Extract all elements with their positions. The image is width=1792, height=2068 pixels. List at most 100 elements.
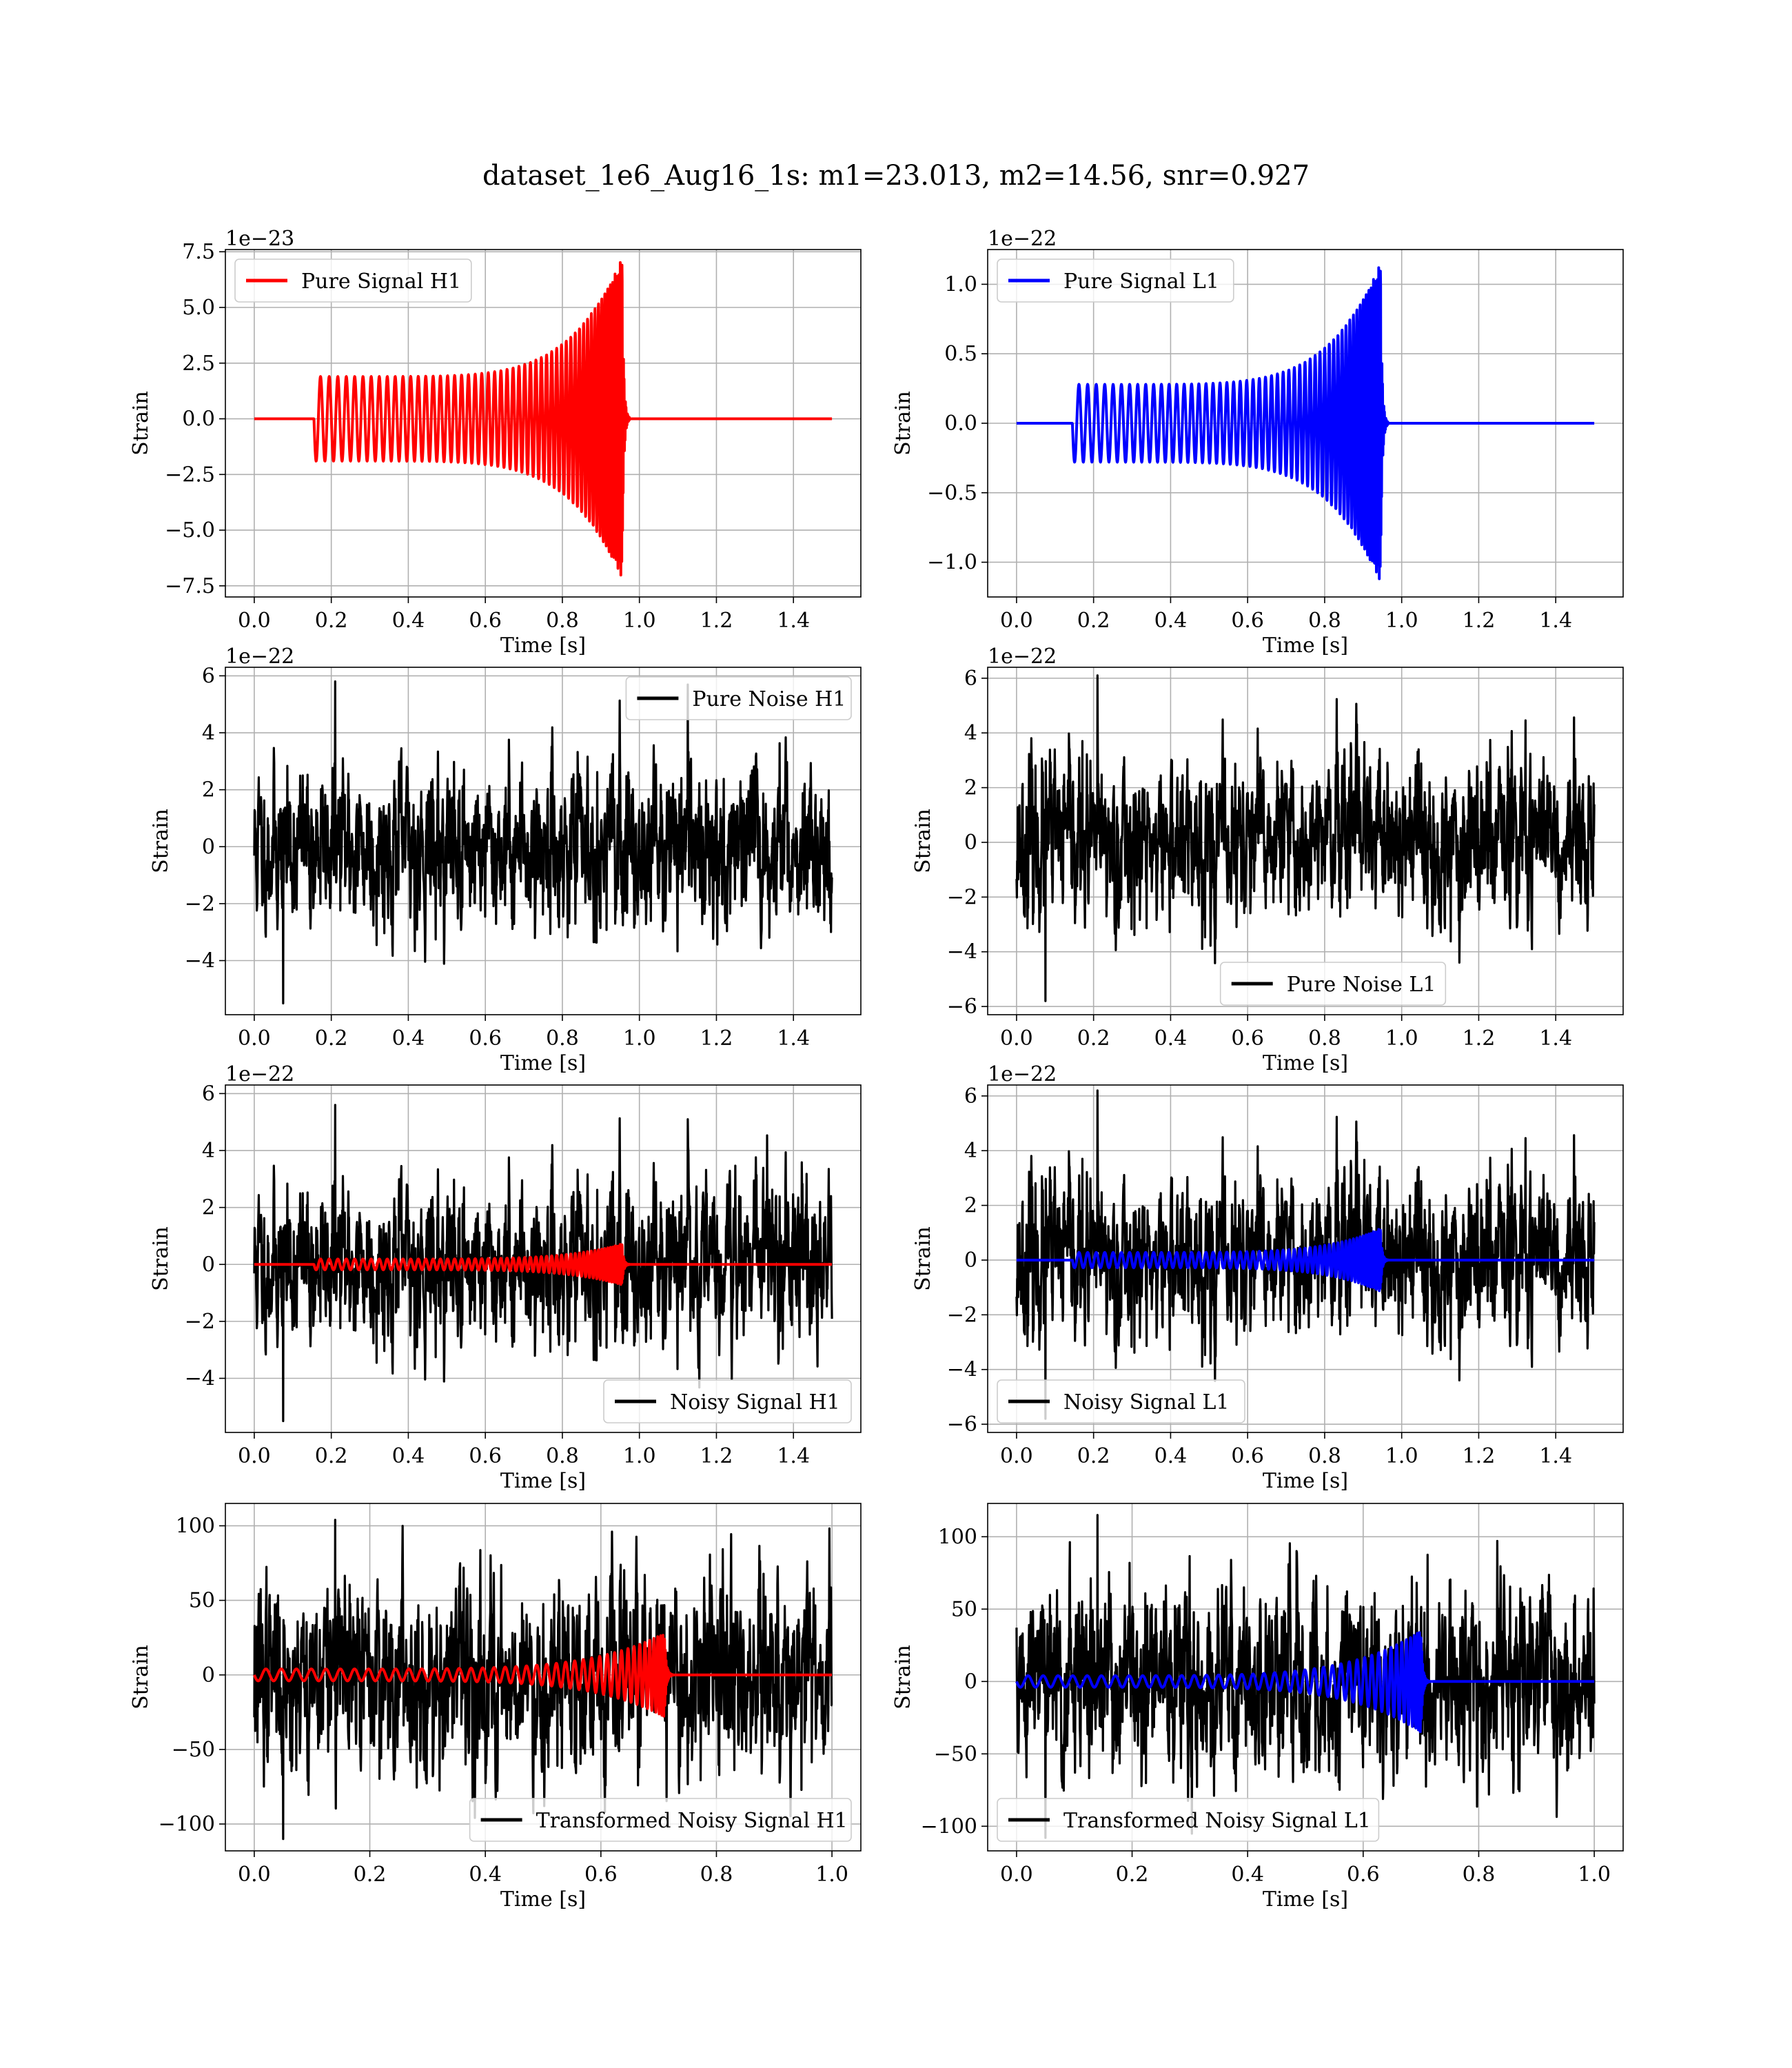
legend-box: [469, 1798, 852, 1842]
x-tick-label: 0.0: [238, 609, 271, 633]
y-tick-label: 4: [964, 721, 977, 745]
x-tick-label: 0.2: [1077, 1444, 1110, 1468]
subplot-noisy-signal-h1: 0.0 0.2 0.4 0.6 0.8 1.0 1.2 1.4 −4 −2 0 2 4 6 Time [s]…: [149, 1062, 862, 1493]
series-line-noise: [253, 1519, 833, 1841]
legend: Transformed Noisy Signal L1: [997, 1798, 1380, 1842]
legend-box: [1219, 962, 1447, 1006]
y-offset-text: 1e−22: [988, 1062, 1057, 1086]
series-line-signal: [1015, 266, 1596, 580]
series-line-signal: [253, 1634, 833, 1718]
subplot-pure-signal-l1: 0.0 0.2 0.4 0.6 0.8 1.0 1.2 1.4 −1.0 −0.5 0.0 0.5 1.…: [891, 227, 1624, 658]
x-tick-label: 0.4: [392, 609, 425, 633]
legend: Transformed Noisy Signal H1: [469, 1798, 852, 1842]
y-axis-label: Strain: [149, 1226, 173, 1291]
legend-label: Noisy Signal H1: [670, 1390, 840, 1415]
y-axis-label: Strain: [891, 391, 915, 456]
axes-frame: [225, 1084, 862, 1433]
y-offset-text: 1e−22: [225, 1062, 294, 1086]
series-line-noise: [253, 680, 833, 1005]
x-tick-label: 0.0: [1000, 1444, 1033, 1468]
x-tick-label: 1.2: [700, 1026, 733, 1051]
y-tick-label: −2.5: [165, 463, 215, 487]
x-tick-label: 0.2: [315, 1026, 348, 1051]
y-axis-label: Strain: [911, 1226, 935, 1291]
y-tick-label: 2.5: [182, 352, 215, 376]
y-axis-label: Strain: [129, 391, 153, 456]
x-tick-label: 1.0: [623, 1444, 656, 1468]
x-tick-label: 0.2: [1077, 609, 1110, 633]
y-tick-label: 6: [964, 1084, 977, 1108]
series-line-noise: [1015, 1514, 1596, 1839]
x-tick-label: 0.4: [1231, 1863, 1264, 1887]
x-axis-label: Time [s]: [1263, 1051, 1348, 1075]
legend-label: Transformed Noisy Signal L1: [1063, 1809, 1371, 1833]
x-axis-label: Time [s]: [1263, 1469, 1348, 1493]
y-tick-label: 7.5: [182, 240, 215, 264]
x-tick-label: 0.2: [1116, 1863, 1149, 1887]
x-tick-label: 0.0: [1000, 1026, 1033, 1051]
axes-frame: [225, 667, 862, 1015]
series-group: [253, 1104, 833, 1423]
x-tick-label: 0.4: [1154, 1444, 1188, 1468]
axes-frame: [225, 249, 862, 598]
legend: Noisy Signal L1: [997, 1379, 1245, 1423]
subplot-pure-noise-h1: 0.0 0.2 0.4 0.6 0.8 1.0 1.2 1.4 −4 −2 0 2 4 6 Time [s]…: [149, 645, 862, 1075]
legend-box: [997, 1798, 1380, 1842]
y-tick-label: 6: [202, 664, 215, 688]
x-tick-label: 0.8: [546, 1026, 579, 1051]
legend-label: Pure Signal L1: [1063, 270, 1219, 294]
y-offset-text: 1e−23: [225, 227, 294, 251]
y-axis-label: Strain: [891, 1645, 915, 1710]
x-tick-label: 1.2: [1463, 1026, 1496, 1051]
x-axis-label: Time [s]: [1263, 1887, 1348, 1912]
y-tick-label: 0.0: [182, 407, 215, 432]
y-tick-label: −2: [947, 1303, 977, 1327]
x-tick-label: 0.4: [392, 1026, 425, 1051]
series-group: [1015, 1514, 1596, 1839]
y-tick-label: 2: [964, 1194, 977, 1218]
y-tick-label: 0: [964, 1670, 977, 1694]
legend: Pure Signal L1: [997, 258, 1234, 303]
x-tick-label: 1.2: [1463, 609, 1496, 633]
x-tick-label: 0.8: [546, 609, 579, 633]
y-tick-label: 1.0: [944, 272, 977, 296]
x-axis-label: Time [s]: [500, 1469, 586, 1493]
x-tick-label: 0.0: [1000, 1863, 1033, 1887]
subplot-transformed-l1: 0.0 0.2 0.4 0.6 0.8 1.0 −100 −50 0 50 100 Time [s] S…: [891, 1503, 1624, 1912]
x-axis-label: Time [s]: [500, 633, 586, 658]
legend-label: Pure Noise H1: [692, 687, 846, 711]
x-tick-label: 1.0: [1385, 1026, 1418, 1051]
series-line-signal: [253, 261, 833, 577]
y-tick-label: −4: [947, 1358, 977, 1382]
x-tick-label: 0.8: [1308, 609, 1341, 633]
series-group: [253, 261, 833, 577]
axes-frame: [987, 1084, 1624, 1433]
x-tick-label: 0.4: [469, 1863, 502, 1887]
y-tick-label: −4: [185, 949, 215, 973]
y-tick-label: −50: [934, 1742, 977, 1766]
y-tick-label: −6: [947, 1412, 977, 1437]
y-tick-label: −4: [185, 1367, 215, 1391]
y-tick-label: 0: [202, 1663, 215, 1687]
y-tick-label: 100: [176, 1514, 215, 1538]
legend: Pure Noise L1: [1219, 962, 1447, 1006]
y-tick-label: 4: [964, 1139, 977, 1163]
series-line-noise: [253, 1104, 833, 1423]
x-tick-label: 0.2: [315, 1444, 348, 1468]
x-tick-label: 0.0: [1000, 609, 1033, 633]
y-axis-label: Strain: [911, 809, 935, 873]
x-tick-label: 1.2: [700, 1444, 733, 1468]
y-tick-label: 4: [202, 1139, 215, 1163]
x-tick-label: 1.4: [777, 1444, 810, 1468]
series-line-signal: [1015, 1631, 1596, 1734]
subplots-grid: 0.0 0.2 0.4 0.6 0.8 1.0 1.2 1.4 −7.5 −5.0 −2.5 0.0 2…: [129, 227, 1624, 1912]
x-tick-label: 0.6: [1347, 1863, 1380, 1887]
x-tick-label: 1.4: [1539, 1026, 1572, 1051]
y-tick-label: 4: [202, 721, 215, 745]
legend-box: [997, 258, 1234, 303]
y-offset-text: 1e−22: [988, 227, 1057, 251]
subplot-pure-noise-l1: 0.0 0.2 0.4 0.6 0.8 1.0 1.2 1.4 −6 −4 −2 0 2 4 6 Time […: [911, 645, 1624, 1075]
y-tick-label: 6: [202, 1082, 215, 1106]
legend-box: [603, 1379, 852, 1423]
y-tick-label: 0: [202, 835, 215, 859]
